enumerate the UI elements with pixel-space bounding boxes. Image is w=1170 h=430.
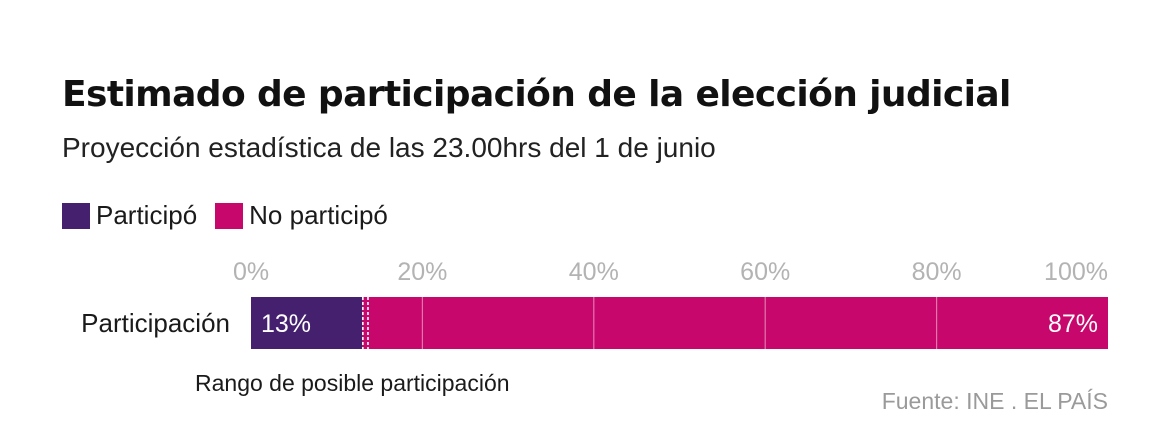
data-label-participo: 13% — [261, 310, 311, 338]
range-annotation: Rango de posible participación — [195, 370, 510, 396]
x-tick-label: 40% — [569, 258, 619, 286]
x-tick-label: 0% — [233, 258, 269, 286]
x-tick-label: 20% — [397, 258, 447, 286]
chart-subtitle: Proyección estadística de las 23.00hrs d… — [62, 132, 716, 163]
legend-item-participo: Participó — [62, 200, 197, 231]
chart-title: Estimado de participación de la elección… — [62, 74, 1011, 115]
x-tick-label: 100% — [1044, 258, 1108, 286]
legend-swatch-no-participo — [215, 202, 244, 229]
legend-item-no-participo: No participó — [215, 200, 388, 231]
x-tick-label: 80% — [912, 258, 962, 286]
x-tick-label: 60% — [740, 258, 790, 286]
legend-label-participo: Participó — [96, 200, 198, 230]
legend-label-no-participo: No participó — [249, 200, 388, 230]
category-label: Participación — [81, 308, 230, 338]
data-label-no-participo: 87% — [1048, 310, 1098, 338]
legend-swatch-participo — [62, 202, 90, 229]
source-credit: Fuente: INE . EL PAÍS — [881, 388, 1108, 414]
legend: Participó No participó — [62, 200, 406, 231]
bar-participo — [251, 297, 363, 349]
bar-no-participo — [362, 297, 1108, 349]
